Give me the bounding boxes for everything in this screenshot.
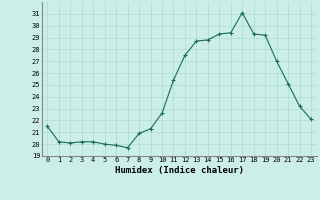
X-axis label: Humidex (Indice chaleur): Humidex (Indice chaleur) <box>115 166 244 175</box>
